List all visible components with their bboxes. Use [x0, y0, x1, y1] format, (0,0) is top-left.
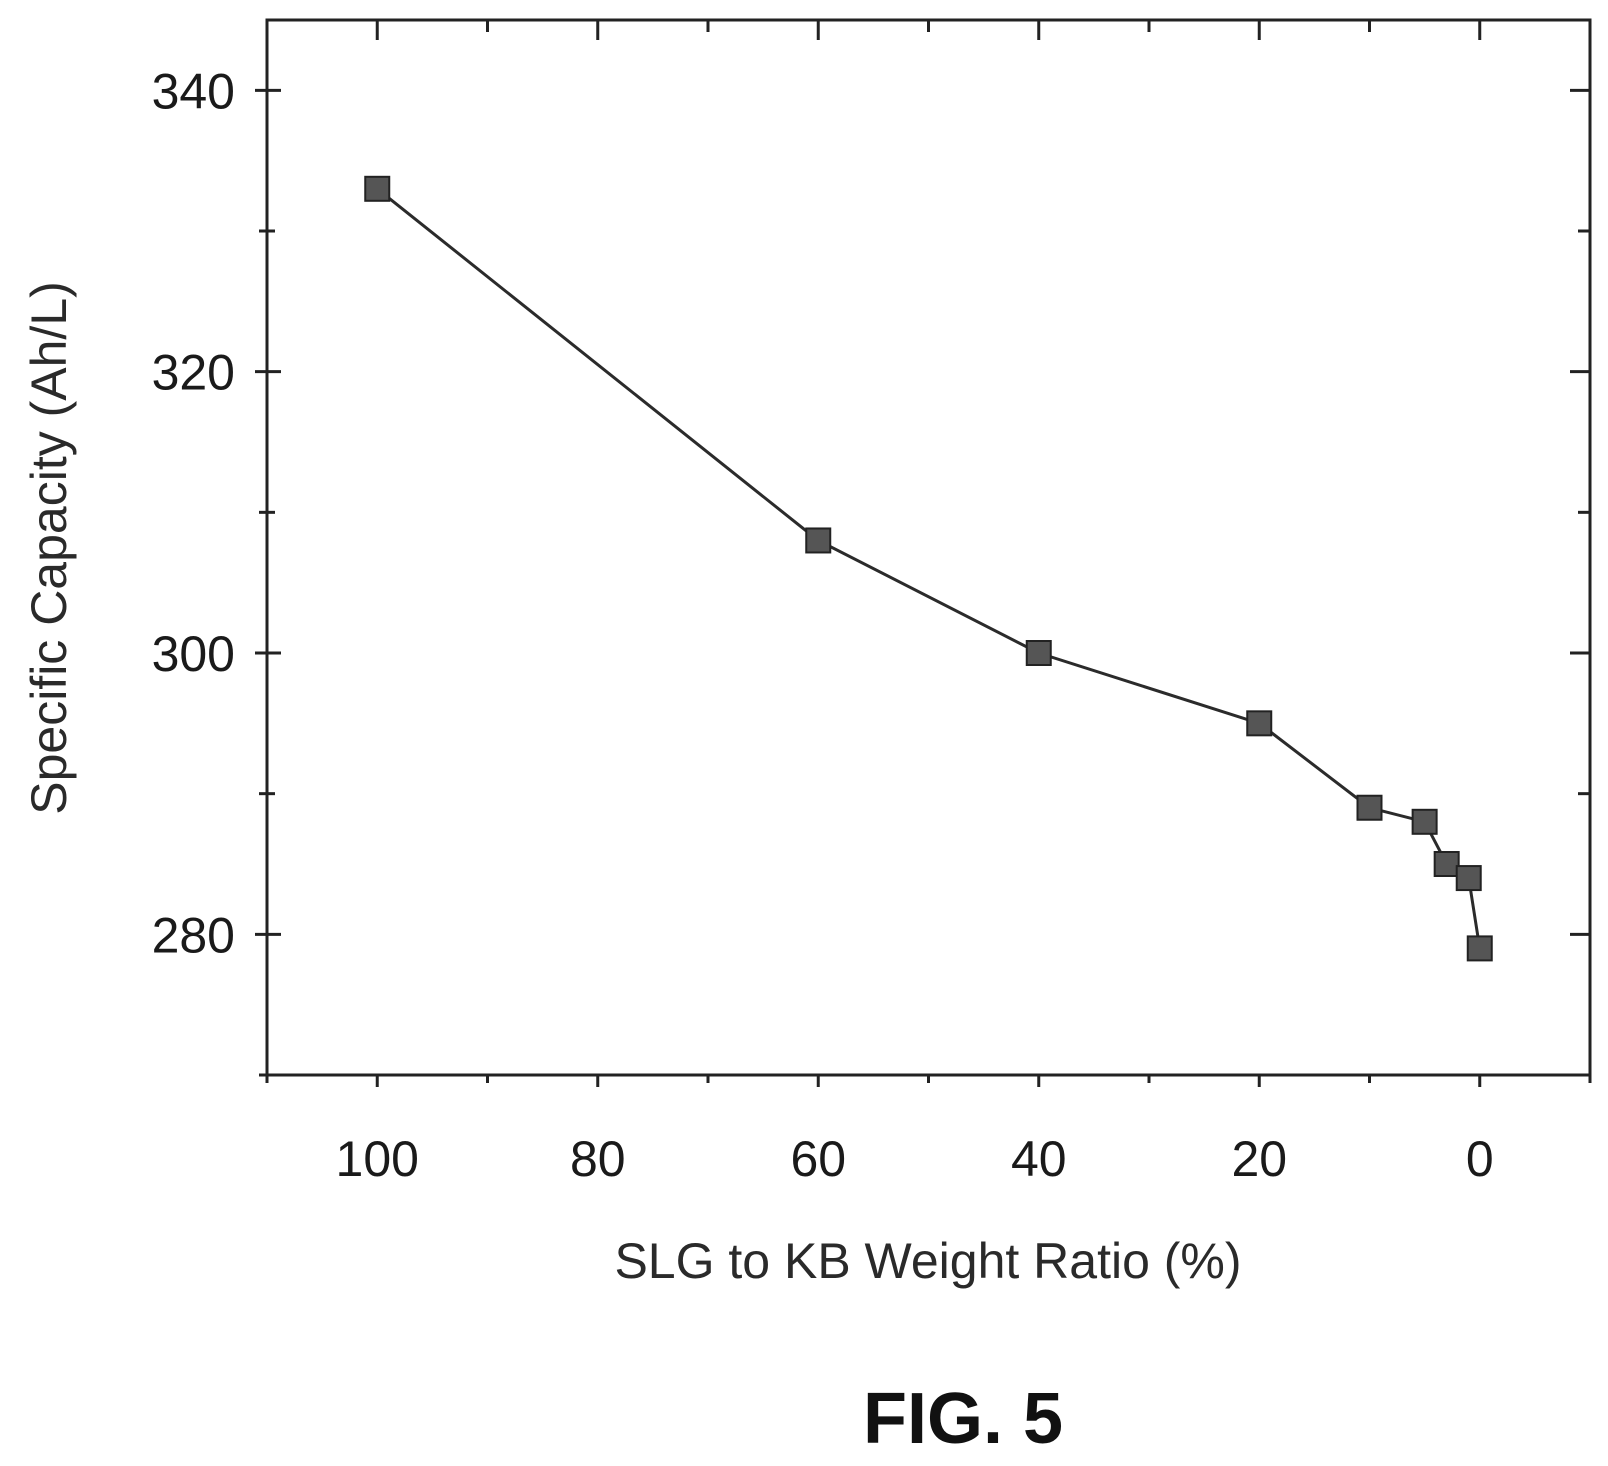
x-tick-label: 20 [1231, 1131, 1287, 1187]
figure-caption: FIG. 5 [863, 1379, 1063, 1459]
y-tick-label: 280 [152, 907, 235, 963]
data-point-marker [1246, 710, 1273, 737]
data-point-marker [1455, 865, 1482, 892]
y-tick-labels: 280 300 320 340 [152, 63, 235, 963]
y-tick-label: 300 [152, 626, 235, 682]
data-point-marker [1411, 808, 1438, 835]
y-tick-label: 320 [152, 345, 235, 401]
y-tick-label: 340 [152, 63, 235, 119]
data-point-marker [1356, 794, 1383, 821]
x-tick-label: 0 [1466, 1131, 1494, 1187]
x-axis-title: SLG to KB Weight Ratio (%) [614, 1233, 1241, 1289]
data-point-marker [1025, 640, 1052, 666]
series-group [364, 175, 1493, 962]
x-tick-label: 40 [1011, 1131, 1067, 1187]
x-tick-label: 80 [570, 1131, 626, 1187]
y-axis-title: Specific Capacity (Ah/L) [21, 281, 77, 815]
x-tick-labels: 100 80 60 40 20 0 [336, 1131, 1494, 1187]
plot-frame [265, 18, 1592, 1077]
data-point-marker [805, 527, 832, 554]
axis-ticks [255, 20, 1592, 1087]
data-point-marker [1466, 935, 1493, 962]
x-tick-label: 60 [790, 1131, 846, 1187]
series-line [376, 187, 1482, 949]
data-point-marker [1433, 851, 1460, 877]
data-point-marker [364, 175, 391, 202]
x-tick-label: 100 [336, 1131, 419, 1187]
